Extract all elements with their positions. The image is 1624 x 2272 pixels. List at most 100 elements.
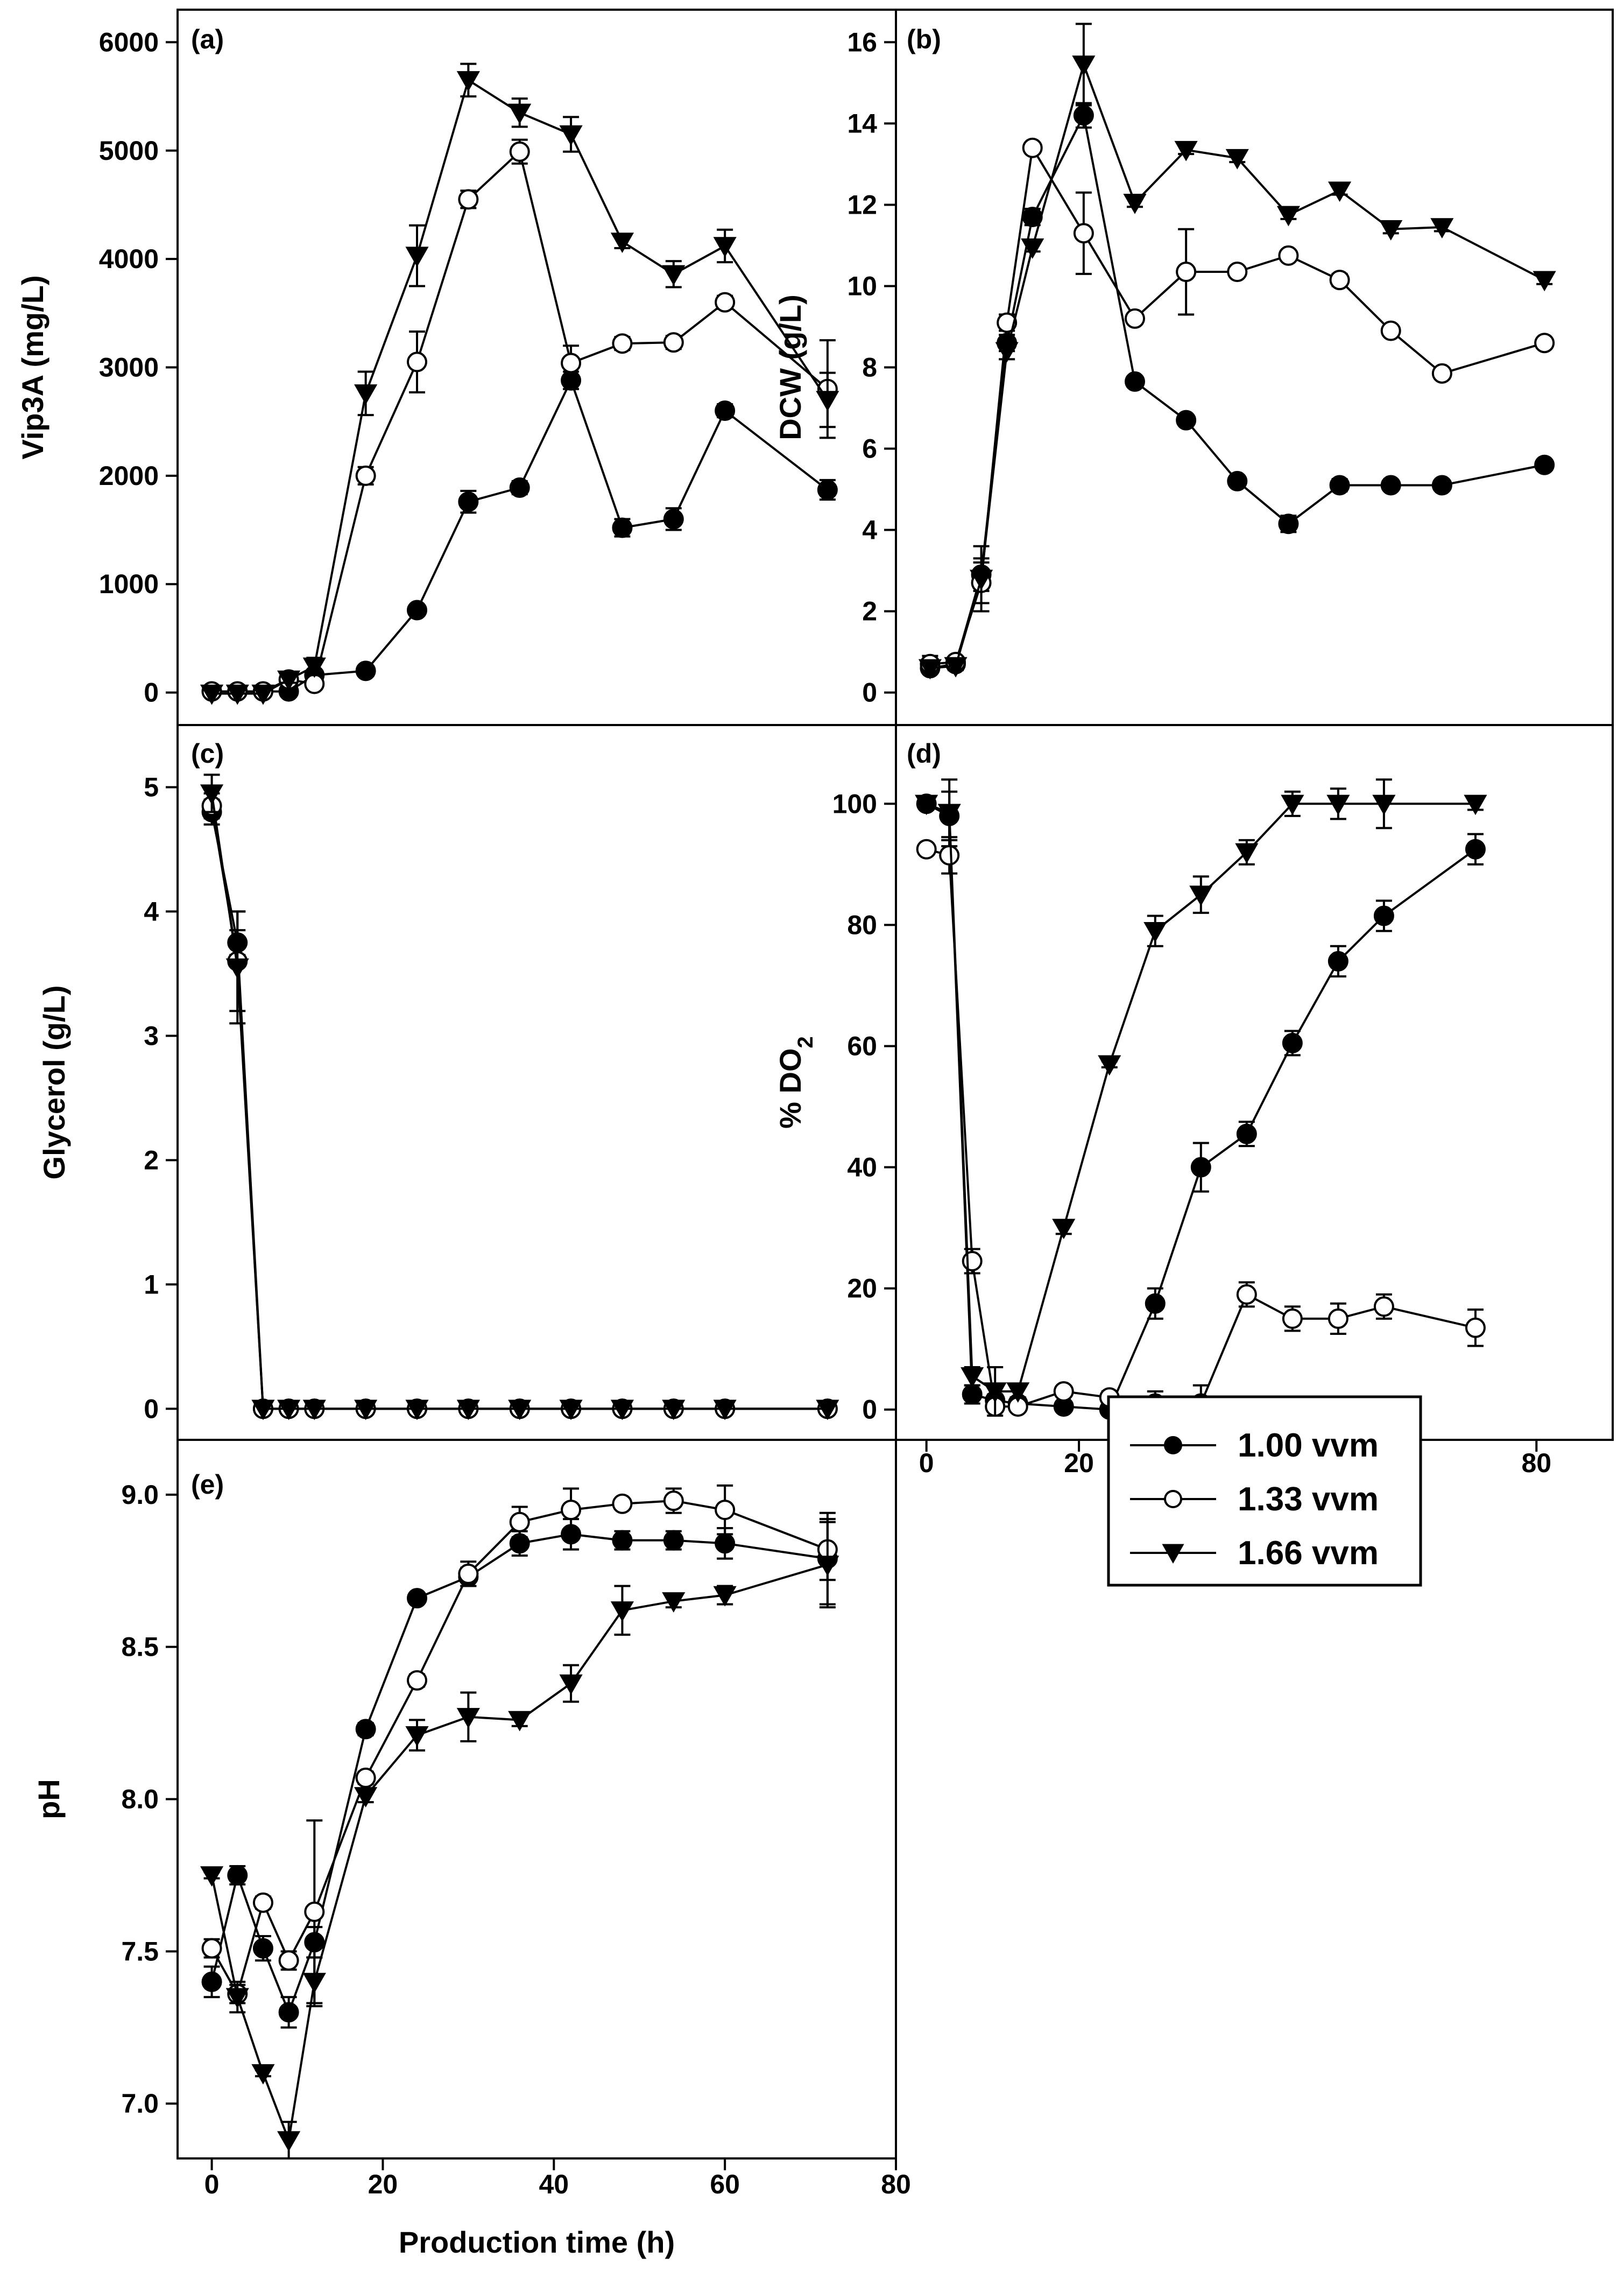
panel-b-data-point — [1022, 137, 1043, 158]
panel-b-data-point — [1073, 223, 1094, 244]
panel-a-data-point — [715, 400, 736, 421]
panel-a-data-point — [509, 141, 530, 162]
panel-b-data-point — [1431, 363, 1452, 384]
panel-e-data-point — [561, 1500, 582, 1521]
panel-d-ytick-label: 40 — [847, 1152, 877, 1183]
panel-a-data-point — [458, 189, 479, 210]
panel-b-data-point — [1533, 271, 1556, 292]
panel-e-data-point — [713, 1586, 737, 1607]
panel-b-label: (b) — [907, 24, 941, 54]
panel-e-data-point — [302, 1973, 326, 1993]
panel-a-ytick-label: 4000 — [99, 244, 159, 274]
panel-c-ytick-label: 4 — [144, 896, 159, 926]
legend: 1.00 vvm 1.33 vvm 1.66 vvm — [1107, 1395, 1422, 1587]
panel-e-series-3 — [200, 1521, 839, 2160]
panel-e-ytick-label: 7.0 — [121, 2088, 159, 2119]
panel-b-data-point — [1328, 181, 1352, 202]
panel-e-ytick-label: 8.5 — [121, 1632, 159, 1662]
panel-b-data-point — [997, 312, 1018, 333]
panel-a-ytick-label: 3000 — [99, 353, 159, 383]
panel-b-data-point — [1072, 55, 1096, 76]
panel-e-ytick-label: 7.5 — [121, 1936, 159, 1966]
panel-a-data-point — [407, 600, 427, 621]
panel-e-data-point — [407, 1670, 427, 1691]
panel-a-data-point — [612, 333, 633, 354]
panel-e-xlabel: Production time (h) — [399, 2225, 675, 2259]
panel-c-ylabel: Glycerol (g/L) — [37, 986, 71, 1180]
panel-d-data-point — [939, 845, 960, 866]
panel-b-data-point — [1125, 308, 1145, 329]
panel-e-data-point — [456, 1708, 480, 1728]
panel-d-xtick-label: 0 — [919, 1448, 934, 1478]
panel-a-data-point — [302, 657, 326, 678]
legend-label-1: 1.00 vvm — [1238, 1427, 1379, 1464]
panel-d-data-point — [983, 1382, 1007, 1403]
panel-e-ytick-label: 9.0 — [121, 1480, 159, 1510]
panel-e-data-point — [509, 1511, 530, 1532]
panel-e-data-point — [252, 1938, 273, 1959]
panel-c-label: (c) — [191, 738, 224, 769]
panel-b-data-point — [1073, 105, 1094, 126]
panel-b-ytick-label: 8 — [862, 353, 877, 383]
panel-e-data-point — [458, 1563, 479, 1584]
panel-c-data-point — [456, 1399, 480, 1420]
panel-e-data-point — [715, 1533, 736, 1554]
panel-d-data-point — [1052, 1219, 1076, 1240]
panel-a-data-point — [456, 71, 480, 92]
panel-e-xtick-label: 40 — [539, 2169, 569, 2199]
panel-d-data-point — [1282, 1308, 1303, 1329]
panel-e-xtick-label: 60 — [710, 2169, 740, 2199]
panel-b-data-point — [1278, 245, 1299, 266]
panel-e-data-point — [610, 1601, 634, 1622]
panel-b-dcw: (b) 0 2 4 6 8 10 12 14 16 DCW (g/L) — [773, 9, 1614, 726]
panel-a-data-point — [458, 491, 479, 512]
panel-c-ytick-label: 5 — [144, 772, 159, 802]
panel-a-data-point — [277, 670, 301, 691]
legend-marker-filled-circle — [1164, 1436, 1182, 1454]
panel-b-data-point — [969, 569, 993, 590]
panel-a-ytick-label: 1000 — [99, 569, 159, 599]
panel-a-data-point — [355, 465, 376, 486]
panel-e-data-point — [201, 1971, 222, 1992]
panel-e-data-point — [354, 1787, 378, 1807]
panel-b-data-point — [1276, 206, 1301, 227]
panel-c-data-point — [354, 1399, 378, 1420]
panel-a-data-point — [405, 247, 429, 268]
panel-c-ytick-label: 1 — [144, 1269, 159, 1299]
panel-b-ytick-label: 2 — [862, 596, 877, 627]
panel-a-data-point — [225, 684, 249, 705]
panel-e-data-point — [355, 1719, 376, 1740]
panel-a-data-point — [407, 351, 427, 372]
panel-b-data-point — [1380, 475, 1401, 496]
panel-e-data-point — [225, 1988, 249, 2009]
panel-a-data-point — [715, 292, 736, 313]
panel-d-data-point — [1373, 905, 1394, 926]
panel-e-data-point — [405, 1726, 429, 1747]
panel-b-data-point — [1123, 193, 1147, 214]
panel-c-ytick-label: 2 — [144, 1145, 159, 1175]
panel-e-xtick-label: 0 — [204, 2169, 220, 2199]
panel-a-label: (a) — [191, 24, 224, 54]
panel-b-data-point — [1278, 514, 1299, 534]
panel-a-data-point — [816, 391, 839, 411]
panel-a-data-point — [561, 353, 582, 374]
panel-a-ylabel: Vip3A (mg/L) — [16, 275, 50, 459]
panel-c-data-point — [277, 1399, 301, 1420]
panel-d-series-3 — [915, 778, 1487, 1417]
panel-e-xtick-label: 20 — [368, 2169, 398, 2199]
panel-a-data-point — [610, 233, 634, 253]
panel-e-ytick-label: 8.0 — [121, 1784, 159, 1814]
panel-b-ylabel: DCW (g/L) — [773, 294, 807, 440]
panel-c-ytick-label: 0 — [144, 1394, 159, 1424]
panel-e-data-point — [201, 1938, 222, 1959]
panel-a-ytick-label: 0 — [144, 678, 159, 708]
panel-e-data-point — [227, 1865, 248, 1886]
legend-marker-filled-triangle — [1162, 1544, 1184, 1564]
panel-c-data-point — [251, 1399, 275, 1420]
panel-d-data-point — [1465, 839, 1486, 860]
panel-e-data-point — [252, 1892, 273, 1913]
panel-e-data-point — [663, 1490, 684, 1511]
panel-d-data-point — [1190, 1157, 1211, 1178]
panel-b-data-point — [1379, 220, 1403, 241]
panel-b-data-point — [995, 342, 1019, 363]
